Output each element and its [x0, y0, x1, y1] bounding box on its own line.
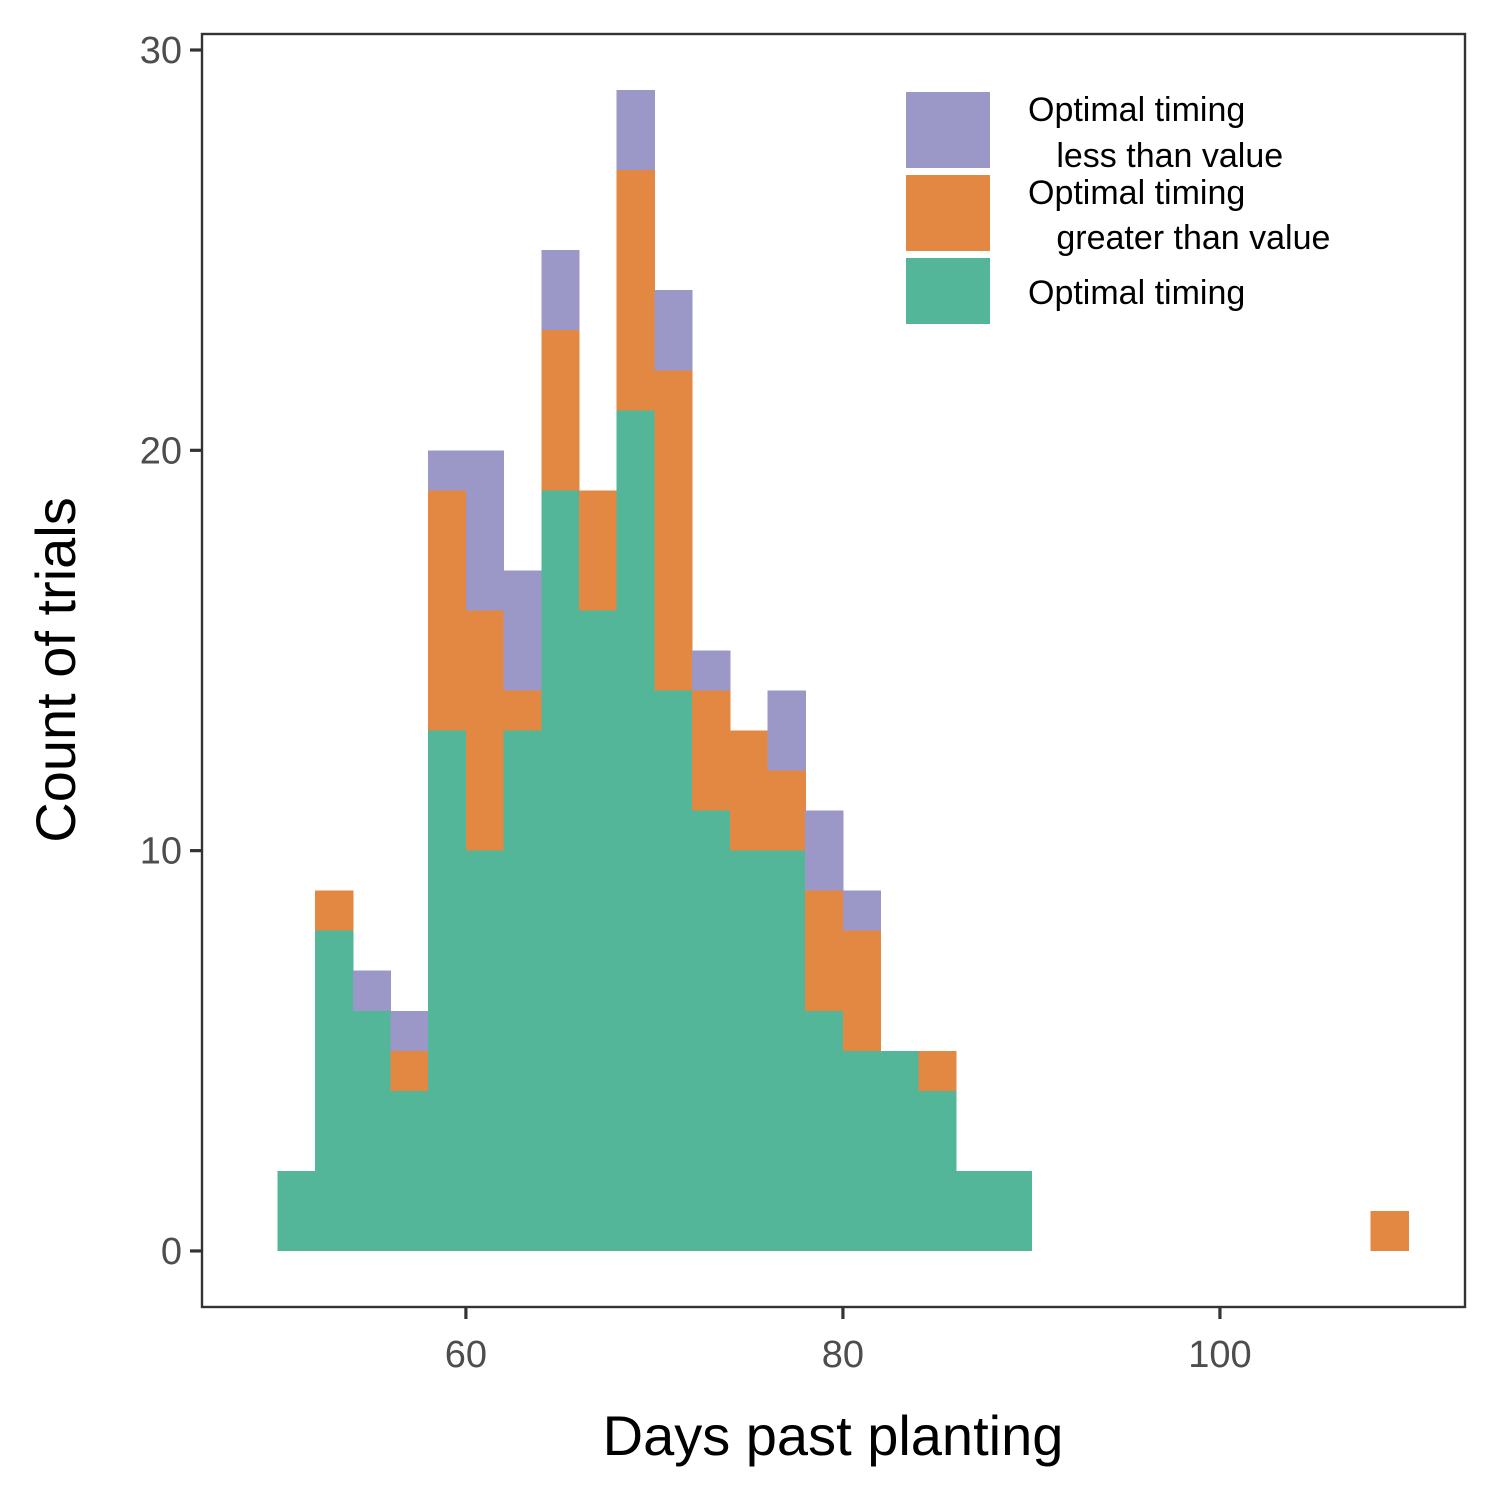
panel-border	[200, 32, 1467, 1309]
legend-key-2	[906, 258, 990, 324]
x-tick-label: 80	[822, 1334, 864, 1376]
bar-segment-series-2-bin-10	[654, 290, 693, 371]
legend-key-0	[906, 92, 990, 168]
bar-segment-series-0-bin-15	[842, 1050, 882, 1251]
bar-segment-series-2-bin-5	[465, 450, 505, 611]
bar-segment-series-0-bin-4	[428, 730, 467, 1251]
y-tick-label: 10	[140, 831, 182, 873]
bar-segment-series-1-bin-13	[767, 770, 806, 851]
bar-segment-series-0-bin-17	[918, 1090, 957, 1251]
bar-segment-series-1-bin-9	[616, 170, 656, 411]
y-axis-title: Count of trials	[24, 497, 87, 843]
bar-segment-series-0-bin-7	[541, 490, 580, 1251]
bar-segment-series-0-bin-6	[503, 730, 542, 1251]
bar-segment-series-1-bin-17	[918, 1050, 957, 1091]
x-axis-title: Days past planting	[603, 1404, 1064, 1467]
bar-segment-series-1-bin-11	[692, 690, 731, 811]
bar-segment-series-1-bin-3	[390, 1050, 429, 1091]
bar-segment-series-0-bin-10	[654, 690, 693, 1251]
bar-segment-series-2-bin-14	[805, 810, 844, 891]
bar-segment-series-2-bin-7	[541, 250, 580, 331]
y-tick-label: 0	[161, 1231, 182, 1273]
bar-segment-series-0-bin-12	[729, 850, 769, 1251]
bar-segment-series-1-bin-10	[654, 370, 693, 691]
bar-segment-series-2-bin-4	[428, 450, 467, 491]
x-axis: 60 80 100	[445, 1307, 1252, 1376]
bar-segment-series-0-bin-9	[616, 410, 656, 1251]
bar-segment-series-2-bin-15	[842, 890, 882, 931]
bar-segment-series-0-bin-8	[579, 610, 618, 1251]
bars-layer	[277, 90, 1410, 1251]
legend-label-2: Optimal timing	[1028, 274, 1245, 312]
bar-segment-series-0-bin-11	[692, 810, 731, 1251]
bar-segment-series-1-bin-4	[428, 490, 467, 731]
bar-segment-series-2-bin-2	[352, 970, 392, 1011]
bar-segment-series-1-bin-20	[1370, 1210, 1410, 1251]
bar-segment-series-1-bin-14	[805, 890, 844, 1011]
bar-segment-series-0-bin-0	[277, 1170, 316, 1251]
bar-segment-series-1-bin-15	[842, 930, 882, 1051]
bar-segment-series-0-bin-14	[805, 1010, 844, 1251]
bar-segment-series-1-bin-8	[579, 490, 618, 611]
bar-segment-series-1-bin-12	[729, 730, 769, 851]
y-tick-label: 20	[140, 430, 182, 472]
bar-segment-series-2-bin-11	[692, 650, 731, 691]
y-axis: 0 10 20 30	[140, 30, 202, 1273]
bar-segment-series-1-bin-5	[465, 610, 505, 851]
x-tick-label: 60	[445, 1334, 487, 1376]
bar-segment-series-0-bin-1	[315, 930, 354, 1251]
bar-segment-series-1-bin-7	[541, 330, 580, 491]
bar-segment-series-0-bin-13	[767, 850, 806, 1251]
bar-segment-series-2-bin-13	[767, 690, 806, 771]
legend-label-0: Optimal timing less than value	[1028, 91, 1283, 175]
bar-segment-series-0-bin-16	[880, 1050, 919, 1251]
legend-label-1: Optimal timing greater than value	[1028, 174, 1330, 257]
x-tick-label: 100	[1188, 1334, 1251, 1376]
legend-key-1	[906, 175, 990, 251]
bar-segment-series-2-bin-9	[616, 90, 656, 171]
bar-segment-series-2-bin-6	[503, 570, 542, 691]
bar-segment-series-2-bin-3	[390, 1010, 429, 1051]
bar-segment-series-1-bin-1	[315, 890, 354, 931]
bar-segment-series-0-bin-18	[956, 1170, 995, 1251]
bar-segment-series-0-bin-2	[352, 1010, 392, 1251]
bar-segment-series-1-bin-6	[503, 690, 542, 731]
bar-segment-series-0-bin-5	[465, 850, 505, 1251]
y-tick-label: 30	[140, 30, 182, 72]
bar-segment-series-0-bin-3	[390, 1090, 429, 1251]
bar-segment-series-0-bin-19	[993, 1170, 1033, 1251]
